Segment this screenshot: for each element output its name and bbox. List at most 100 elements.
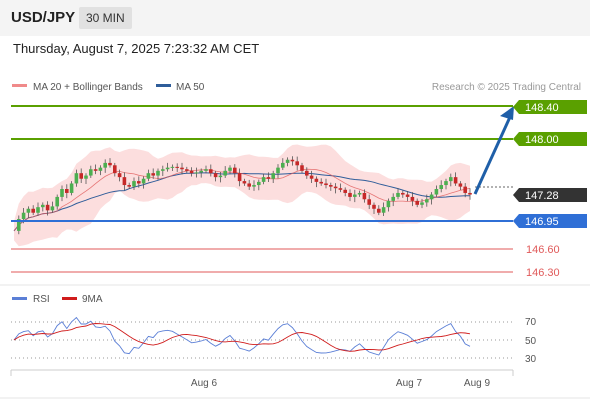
candle-body bbox=[266, 177, 271, 179]
candle-body bbox=[237, 173, 242, 182]
candle-body bbox=[79, 173, 83, 179]
target1-tag: 148.00 bbox=[513, 132, 587, 146]
candle-body bbox=[381, 207, 386, 213]
x-tick-aug7: Aug 7 bbox=[396, 378, 423, 389]
candle-body bbox=[463, 186, 467, 193]
candle-body bbox=[213, 173, 218, 178]
candle-body bbox=[132, 181, 136, 187]
pivot-tag: 146.95 bbox=[513, 214, 587, 228]
candle-body bbox=[194, 172, 199, 174]
candle-body bbox=[242, 181, 247, 184]
candle-body bbox=[357, 192, 362, 195]
rsi-tick-70: 70 bbox=[525, 317, 537, 328]
candle-body bbox=[55, 196, 59, 207]
candle-body bbox=[69, 183, 74, 193]
candle-body bbox=[276, 167, 280, 174]
target2-value: 148.40 bbox=[525, 102, 559, 114]
candle-body bbox=[338, 188, 343, 190]
candle-body bbox=[127, 185, 131, 187]
candle-body bbox=[290, 159, 295, 162]
rsi-legend-swatch bbox=[12, 297, 27, 300]
rsi-tick-30: 30 bbox=[525, 354, 537, 365]
candle-body bbox=[377, 208, 381, 213]
candle-body bbox=[165, 167, 170, 170]
candle-body bbox=[223, 170, 227, 176]
candle-body bbox=[257, 181, 261, 186]
candle-body bbox=[410, 196, 415, 201]
target1-value: 148.00 bbox=[525, 134, 559, 146]
candle-body bbox=[434, 189, 439, 195]
candle-body bbox=[353, 194, 357, 197]
candle-body bbox=[146, 173, 151, 179]
candle-body bbox=[113, 165, 117, 174]
candle-body bbox=[103, 162, 107, 168]
candle-body bbox=[218, 175, 223, 178]
candle-body bbox=[185, 169, 189, 171]
rsi-tick-50: 50 bbox=[525, 336, 537, 347]
candle-body bbox=[21, 212, 26, 220]
candle-body bbox=[458, 183, 463, 187]
candle-body bbox=[429, 194, 434, 200]
candle-body bbox=[252, 185, 256, 187]
rsi-legend-label: RSI bbox=[33, 294, 50, 305]
candle-body bbox=[396, 192, 400, 197]
candle-body bbox=[122, 177, 127, 186]
candle-body bbox=[137, 181, 141, 184]
rsi-lines bbox=[13, 316, 471, 356]
candle-body bbox=[233, 167, 237, 174]
copyright-text: Research © 2025 Trading Central bbox=[432, 82, 581, 93]
candle-body bbox=[84, 175, 88, 179]
candle-body bbox=[415, 200, 419, 205]
ma20-legend-swatch bbox=[12, 84, 27, 87]
rsi-ma-line bbox=[13, 323, 471, 352]
candle-body bbox=[65, 189, 69, 193]
candle-body bbox=[180, 167, 184, 170]
rsi-ma-legend-swatch bbox=[62, 297, 77, 300]
candle-body bbox=[175, 166, 179, 168]
candle-body bbox=[247, 183, 251, 187]
candle-body bbox=[401, 192, 405, 195]
candle-body bbox=[405, 194, 410, 197]
chart-header: USD/JPY 30 MIN bbox=[0, 0, 590, 36]
bollinger-band bbox=[14, 144, 470, 247]
moving-averages bbox=[13, 168, 471, 232]
candle-body bbox=[117, 173, 122, 178]
timeframe-button[interactable]: 30 MIN bbox=[79, 7, 132, 29]
candle-body bbox=[468, 192, 472, 195]
x-tick-aug9: Aug 9 bbox=[464, 378, 491, 389]
candle-body bbox=[305, 170, 309, 176]
ma20-line bbox=[13, 168, 471, 232]
candle-body bbox=[199, 170, 203, 173]
pivot-value: 146.95 bbox=[525, 216, 559, 228]
candle-body bbox=[333, 186, 338, 189]
ma50-legend-label: MA 50 bbox=[176, 82, 205, 93]
candle-body bbox=[453, 177, 458, 184]
x-tick-aug6: Aug 6 bbox=[191, 378, 218, 389]
forecast-arrow-shaft bbox=[473, 116, 512, 195]
ma50-legend-swatch bbox=[156, 84, 171, 87]
candle-body bbox=[295, 161, 299, 166]
timestamp: Thursday, August 7, 2025 7:23:32 AM CET bbox=[13, 41, 260, 56]
candle-body bbox=[309, 175, 314, 179]
candle-body bbox=[161, 169, 165, 171]
candle-body bbox=[170, 166, 175, 168]
candle-body bbox=[31, 208, 35, 213]
support2-value: 146.30 bbox=[526, 267, 560, 279]
candlesticks bbox=[17, 156, 472, 235]
candle-body bbox=[74, 173, 79, 184]
candle-body bbox=[324, 183, 328, 186]
candle-body bbox=[141, 178, 146, 184]
candle-body bbox=[204, 169, 208, 171]
candle-body bbox=[319, 181, 323, 184]
symbol-label: USD/JPY bbox=[11, 9, 76, 26]
candle-body bbox=[41, 204, 45, 208]
candle-body bbox=[362, 192, 367, 200]
ma20-legend-label: MA 20 + Bollinger Bands bbox=[33, 82, 143, 93]
candle-body bbox=[420, 202, 424, 205]
support1-value: 146.60 bbox=[526, 244, 560, 256]
forecast-arrow-head bbox=[500, 106, 514, 120]
candle-body bbox=[209, 169, 213, 174]
candle-body bbox=[285, 159, 290, 163]
current-price-value: 147.28 bbox=[525, 190, 559, 202]
